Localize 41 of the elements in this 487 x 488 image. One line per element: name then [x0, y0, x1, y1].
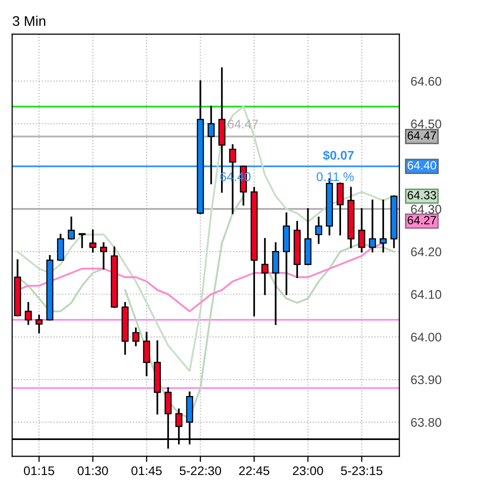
data-label: 64.33 [408, 190, 436, 200]
ref-line-label: 64.47 [408, 131, 436, 140]
x-tick-label: 22:45 [239, 466, 270, 476]
candlestick [57, 234, 64, 261]
candlestick [143, 332, 150, 376]
candlestick [89, 229, 96, 252]
annotation: 0.11 % [316, 172, 354, 182]
candlestick [24, 302, 32, 325]
candlestick [358, 208, 366, 252]
candlestick [272, 242, 280, 325]
chart-title: 3 Min [12, 16, 46, 26]
y-tick-label: 64.20 [411, 247, 442, 256]
candlestick [261, 238, 268, 296]
text: 64.27 [408, 216, 436, 224]
candlestick [380, 200, 387, 252]
line-series [16, 106, 395, 372]
y-tick-label: 64.10 [411, 290, 442, 299]
y-tick-label: 63.80 [411, 418, 442, 427]
x-tick-label: 01:45 [131, 466, 162, 476]
x-tick-label: 5-22:30 [180, 466, 222, 476]
candlestick [78, 233, 86, 248]
candlestick [368, 200, 376, 252]
x-tick-label: 01:30 [78, 466, 108, 476]
candlestick [100, 242, 108, 270]
x-tick-label: 01:15 [24, 466, 54, 476]
y-tick-label: 64.50 [411, 120, 442, 128]
y-tick-label: 64.00 [411, 332, 442, 342]
x-tick-label: 5-23:15 [341, 466, 382, 476]
annotation: $0.07 [323, 150, 354, 161]
candlestick [68, 216, 75, 240]
candlestick [336, 182, 344, 236]
x-tick-label: 23:00 [292, 466, 324, 476]
candlestick [208, 106, 215, 184]
y-tick-label: 63.90 [411, 375, 442, 384]
candlestick [36, 314, 43, 334]
annotation: 64.47 [228, 120, 258, 128]
y-tick-label: 64.30 [411, 204, 442, 214]
candlestick [315, 216, 322, 244]
ref-line-label: 64.40 [408, 161, 436, 170]
y-tick-label: 64.60 [411, 76, 442, 86]
candlestick [132, 328, 140, 346]
